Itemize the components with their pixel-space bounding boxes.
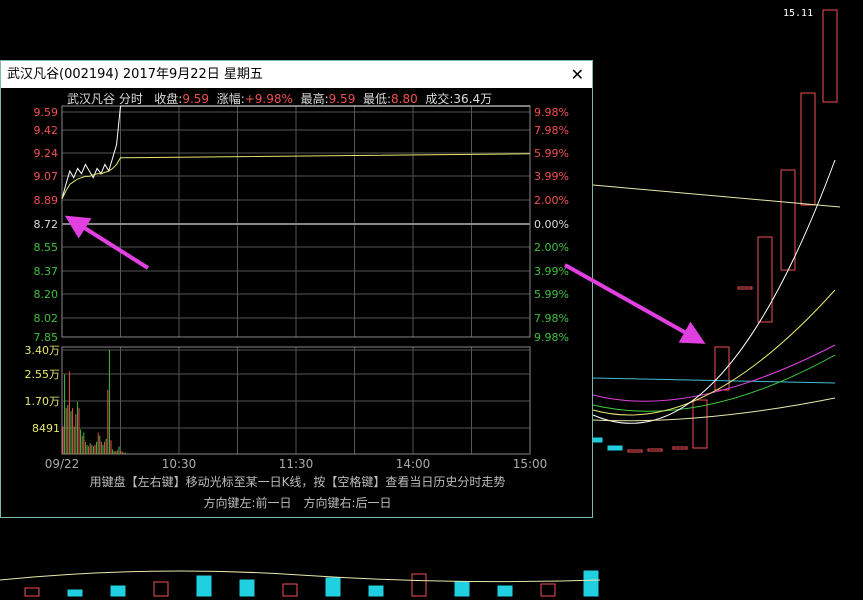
volume-bar [24, 587, 40, 597]
volume-bar [153, 581, 169, 597]
candle [822, 9, 838, 103]
y-tick-left: 9.24 [34, 147, 59, 160]
x-tick: 14:00 [396, 457, 431, 471]
volume-y-tick: 3.40万 [25, 344, 61, 357]
moving-average-line [592, 344, 836, 402]
high-label: 最高: [300, 92, 329, 106]
candle [647, 448, 663, 452]
close-label: 收盘: [154, 92, 183, 106]
y-tick-left: 8.55 [34, 241, 59, 254]
y-tick-right: 9.98% [534, 331, 569, 344]
annotation-arrow [564, 263, 706, 344]
y-tick-left: 8.02 [34, 312, 59, 325]
stock-name: 武汉凡谷 分时 [67, 92, 143, 106]
average-price-line [61, 153, 531, 200]
volume-bar [497, 585, 513, 597]
price-line [61, 105, 530, 200]
y-tick-left: 7.85 [34, 331, 59, 344]
close-icon[interactable]: ✕ [570, 65, 584, 84]
x-tick: 10:30 [162, 457, 197, 471]
change-label: 涨幅: [216, 92, 245, 106]
y-tick-left: 8.37 [34, 265, 59, 278]
volume-value: 36.4万 [453, 92, 493, 106]
moving-average-line [592, 377, 836, 384]
y-tick-right: 2.00% [534, 194, 569, 207]
y-tick-left: 9.42 [34, 124, 59, 137]
volume-bar [411, 573, 427, 597]
y-tick-right: 3.99% [534, 265, 569, 278]
max-price-label: 15.11 [783, 8, 814, 19]
y-tick-right: 7.98% [534, 312, 569, 325]
close-value: 9.59 [182, 92, 210, 106]
x-tick: 15:00 [513, 457, 548, 471]
volume-bar [196, 575, 212, 597]
volume-bar [583, 570, 599, 597]
y-tick-right: 9.98% [534, 106, 569, 119]
candle [800, 92, 816, 206]
moving-average-line [592, 159, 836, 424]
arrow-key-hint: 方向键左:前一日 方向键右:后一日 [203, 496, 392, 510]
volume-bar [540, 583, 556, 597]
volume-y-tick: 8491 [32, 422, 60, 435]
popup-title: 武汉凡谷(002194) 2017年9月22日 星期五 [7, 67, 263, 82]
volume-bar [282, 583, 298, 597]
y-tick-right: 3.99% [534, 170, 569, 183]
volume-bar [110, 585, 126, 597]
moving-average-line [592, 184, 841, 208]
y-tick-left: 8.89 [34, 194, 59, 207]
y-tick-left: 9.07 [34, 170, 59, 183]
volume-label: 成交: [425, 92, 454, 106]
y-tick-right: 2.00% [534, 241, 569, 254]
high-value: 9.59 [328, 92, 356, 106]
low-label: 最低: [362, 92, 392, 106]
moving-average-line [592, 289, 836, 416]
y-tick-left: 9.59 [34, 106, 59, 119]
y-tick-right: 0.00% [534, 218, 569, 231]
low-value: 8.80 [391, 92, 418, 106]
candle [737, 286, 753, 290]
candle [627, 449, 643, 453]
moving-average-line [592, 397, 836, 422]
candle [607, 445, 623, 451]
change-value: +9.98% [244, 92, 293, 106]
candle [692, 399, 708, 449]
moving-average-line [592, 354, 836, 412]
volume-bar [239, 579, 255, 597]
x-tick: 11:30 [279, 457, 314, 471]
volume-bar [454, 581, 470, 597]
candle [757, 236, 773, 323]
annotation-arrow [64, 215, 150, 270]
volume-bar [67, 589, 83, 597]
volume-y-tick: 2.55万 [25, 368, 61, 381]
y-tick-left: 8.72 [34, 218, 59, 231]
candle [672, 446, 688, 450]
keyboard-hint: 用键盘【左右键】移动光标至某一日K线，按【空格键】查看当日历史分时走势 [89, 475, 506, 489]
popup-titlebar: 武汉凡谷(002194) 2017年9月22日 星期五 ✕ [1, 61, 592, 88]
y-tick-right: 5.99% [534, 288, 569, 301]
volume-y-tick: 1.70万 [25, 395, 61, 408]
y-tick-right: 5.99% [534, 147, 569, 160]
quote-header: 武汉凡谷 分时 收盘:9.59 涨幅:+9.98% 最高:9.59 最低:8.8… [67, 90, 492, 107]
y-tick-right: 7.98% [534, 124, 569, 137]
volume-bar [368, 585, 384, 597]
volume-bar [325, 577, 341, 597]
x-tick: 09/22 [45, 457, 80, 471]
y-tick-left: 8.20 [34, 288, 59, 301]
volume-ma-line [0, 570, 601, 583]
